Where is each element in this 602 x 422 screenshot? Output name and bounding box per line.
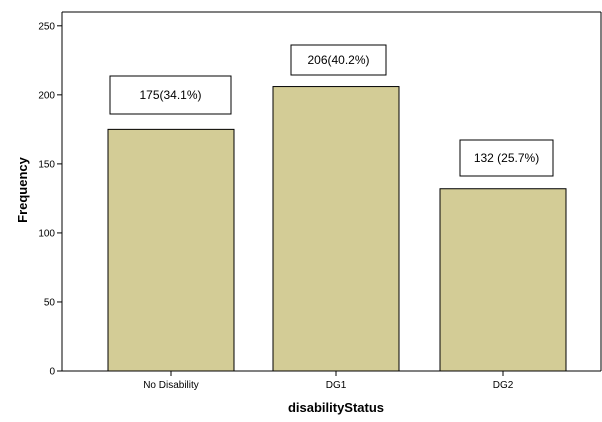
x-axis-label: disabilityStatus	[288, 400, 384, 415]
y-tick-label: 50	[44, 297, 56, 308]
data-label: 132 (25.7%)	[474, 151, 539, 165]
y-axis-label: Frequency	[15, 156, 30, 223]
data-label-box	[290, 44, 387, 76]
plot-frame	[62, 11, 602, 371]
y-axis: 0 50 100 150 200 250	[38, 12, 63, 378]
data-labels-layer: 175(34.1%) 206(40.2%) 132 (25.7%)	[109, 44, 554, 177]
x-axis: No Disability DG1 DG2	[62, 370, 601, 391]
data-label-box	[459, 139, 554, 177]
data-label: 175(34.1%)	[139, 88, 201, 102]
bar	[107, 128, 235, 372]
y-tick-label: 100	[38, 228, 55, 239]
bar	[439, 188, 567, 372]
y-tick-label: 250	[38, 21, 55, 32]
x-tick-label: No Disability	[143, 380, 199, 391]
y-tick-label: 0	[49, 367, 55, 378]
x-tick-label: DG1	[326, 380, 347, 391]
bars-layer	[107, 86, 567, 372]
data-label: 206(40.2%)	[307, 53, 369, 67]
y-tick-label: 200	[38, 90, 55, 101]
x-tick-label: DG2	[493, 380, 514, 391]
data-label-box	[109, 75, 232, 115]
bar	[272, 86, 400, 372]
y-tick-label: 150	[38, 159, 55, 170]
